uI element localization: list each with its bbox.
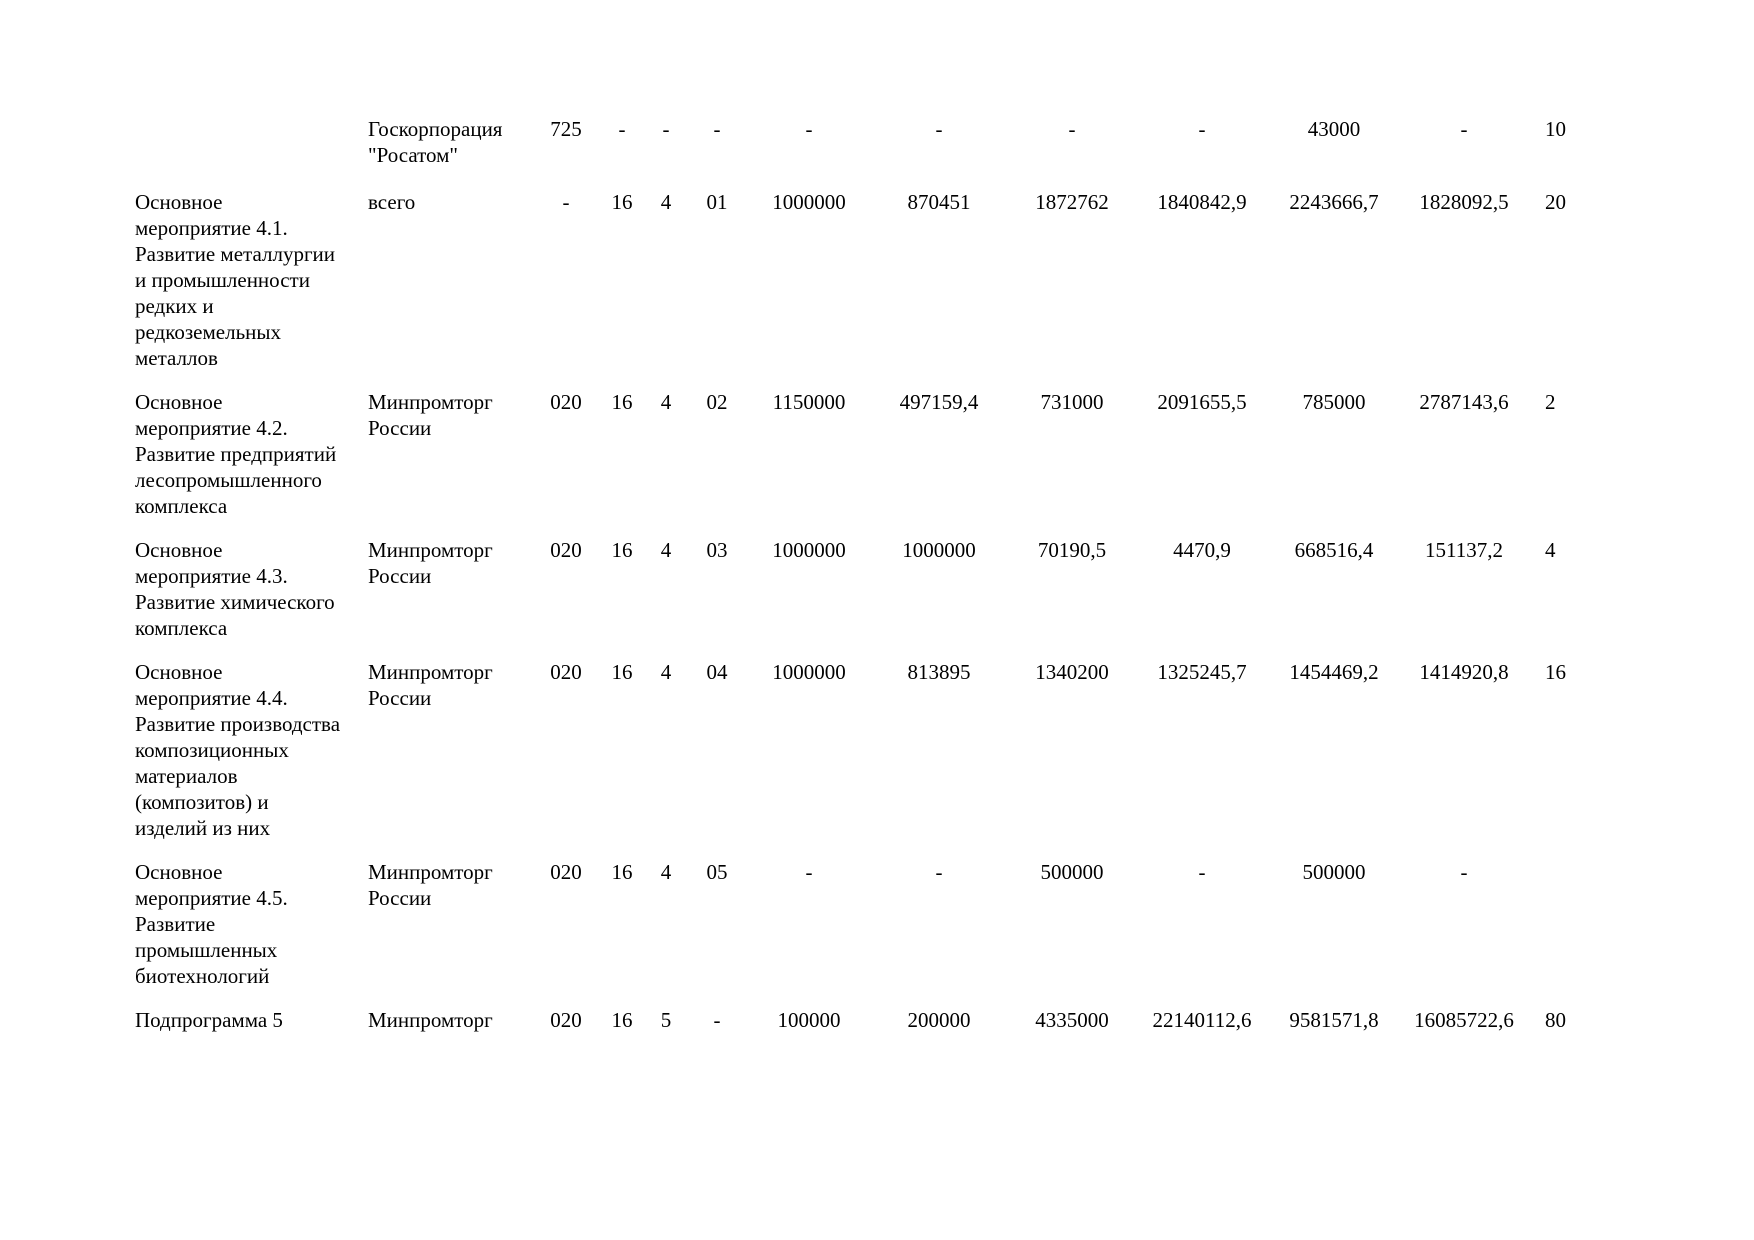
cell-amount-1: 100000 (777, 1008, 841, 1032)
cell-subprogram-code: 4 (660, 390, 672, 414)
cell-measure-code: - (713, 117, 721, 141)
cell-amount-3: 1340200 (1035, 660, 1109, 684)
cell-amount-6: 151137,2 (1425, 538, 1503, 562)
cell-amount-7-clipped: 2 (1545, 390, 1556, 414)
cell-executor: всего (368, 190, 416, 214)
cell-gp-code: 16 (611, 190, 633, 214)
budget-table: Госкорпорация "Росатом" 725 - - - - - - - 43000 - 1… (135, 116, 1754, 1033)
cell-measure-title: Основное мероприятие 4.3. Развитие химич… (135, 538, 335, 640)
cell-amount-5: 43000 (1307, 117, 1361, 141)
cell-measure-code: - (713, 1008, 721, 1032)
cell-amount-7-clipped: 10 (1545, 117, 1566, 141)
cell-amount-5: 1454469,2 (1289, 660, 1379, 684)
cell-executor: Минпромторг России (368, 860, 493, 910)
cell-gp-code: 16 (611, 860, 633, 884)
cell-executor: Минпромторг России (368, 538, 493, 588)
cell-executor: Минпромторг России (368, 660, 493, 710)
table-row: Основное мероприятие 4.1. Развитие метал… (135, 189, 1754, 371)
cell-amount-2: 1000000 (902, 538, 976, 562)
cell-grbs-code: 725 (550, 117, 582, 141)
cell-amount-1: 1000000 (772, 538, 846, 562)
cell-subprogram-code: 4 (660, 860, 672, 884)
cell-amount-7-clipped: 16 (1545, 660, 1566, 684)
cell-amount-4: - (1198, 117, 1206, 141)
table-row: Госкорпорация "Росатом" 725 - - - - - - - 43000 - 1… (135, 116, 1754, 168)
cell-amount-6: 1828092,5 (1419, 190, 1509, 214)
cell-measure-code: 02 (706, 390, 728, 414)
cell-subprogram-code: 4 (660, 190, 672, 214)
cell-amount-4: 22140112,6 (1152, 1008, 1252, 1032)
cell-amount-4: 1325245,7 (1157, 660, 1247, 684)
cell-amount-2: 497159,4 (899, 390, 979, 414)
cell-amount-2: 200000 (907, 1008, 971, 1032)
cell-amount-5: 9581571,8 (1289, 1008, 1379, 1032)
cell-grbs-code: 020 (550, 538, 582, 562)
cell-measure-code: 03 (706, 538, 728, 562)
table-row: Подпрограмма 5 Минпромторг 020 16 5 - 100000 20… (135, 1007, 1754, 1033)
cell-grbs-code: 020 (550, 390, 582, 414)
cell-measure-title: Основное мероприятие 4.4. Развитие произ… (135, 660, 341, 840)
cell-gp-code: 16 (611, 390, 633, 414)
cell-amount-5: 500000 (1302, 860, 1366, 884)
cell-measure-code: 04 (706, 660, 728, 684)
cell-amount-1: 1000000 (772, 190, 846, 214)
cell-amount-4: - (1198, 860, 1206, 884)
cell-amount-5: 785000 (1302, 390, 1366, 414)
cell-gp-code: 16 (611, 660, 633, 684)
table-row: Основное мероприятие 4.5. Развитие промы… (135, 859, 1754, 989)
cell-grbs-code: 020 (550, 860, 582, 884)
cell-amount-2: - (935, 860, 943, 884)
cell-amount-1: 1000000 (772, 660, 846, 684)
cell-amount-3: 70190,5 (1037, 538, 1107, 562)
cell-amount-3: - (1068, 117, 1076, 141)
table-row: Основное мероприятие 4.3. Развитие химич… (135, 537, 1754, 641)
cell-amount-5: 668516,4 (1294, 538, 1374, 562)
cell-amount-5: 2243666,7 (1289, 190, 1379, 214)
cell-amount-3: 4335000 (1035, 1008, 1109, 1032)
cell-amount-1: - (805, 860, 813, 884)
cell-subprogram-code: 4 (660, 660, 672, 684)
cell-amount-7-clipped: 20 (1545, 190, 1566, 214)
cell-measure-title: Подпрограмма 5 (135, 1008, 283, 1032)
cell-subprogram-code: 4 (660, 538, 672, 562)
cell-gp-code: 16 (611, 538, 633, 562)
cell-measure-title: Основное мероприятие 4.1. Развитие метал… (135, 190, 336, 370)
cell-amount-6: 1414920,8 (1419, 660, 1509, 684)
cell-subprogram-code: - (662, 117, 670, 141)
cell-amount-6: 16085722,6 (1414, 1008, 1514, 1032)
cell-amount-3: 500000 (1040, 860, 1104, 884)
cell-amount-2: - (935, 117, 943, 141)
cell-amount-4: 4470,9 (1173, 538, 1231, 562)
cell-executor: Госкорпорация "Росатом" (368, 117, 503, 167)
cell-gp-code: - (618, 117, 626, 141)
cell-grbs-code: 020 (550, 660, 582, 684)
cell-amount-1: 1150000 (772, 390, 846, 414)
table-row: Основное мероприятие 4.4. Развитие произ… (135, 659, 1754, 841)
cell-grbs-code: - (562, 190, 570, 214)
cell-amount-3: 731000 (1040, 390, 1104, 414)
cell-amount-4: 2091655,5 (1157, 390, 1247, 414)
cell-amount-3: 1872762 (1035, 190, 1109, 214)
cell-measure-code: 01 (706, 190, 728, 214)
cell-measure-code: 05 (706, 860, 728, 884)
cell-amount-2: 870451 (907, 190, 971, 214)
cell-amount-7-clipped: 80 (1545, 1008, 1566, 1032)
cell-executor: Минпромторг России (368, 390, 493, 440)
cell-amount-2: 813895 (907, 660, 971, 684)
cell-gp-code: 16 (611, 1008, 633, 1032)
table-row: Основное мероприятие 4.2. Развитие предп… (135, 389, 1754, 519)
cell-subprogram-code: 5 (660, 1008, 672, 1032)
cell-executor: Минпромторг (368, 1008, 493, 1032)
cell-amount-6: 2787143,6 (1419, 390, 1509, 414)
cell-amount-6: - (1460, 860, 1468, 884)
cell-measure-title: Основное мероприятие 4.2. Развитие предп… (135, 390, 337, 518)
cell-measure-title: Основное мероприятие 4.5. Развитие промы… (135, 860, 288, 988)
cell-amount-1: - (805, 117, 813, 141)
cell-grbs-code: 020 (550, 1008, 582, 1032)
cell-amount-7-clipped: 4 (1545, 538, 1556, 562)
cell-amount-6: - (1460, 117, 1468, 141)
cell-amount-4: 1840842,9 (1157, 190, 1247, 214)
